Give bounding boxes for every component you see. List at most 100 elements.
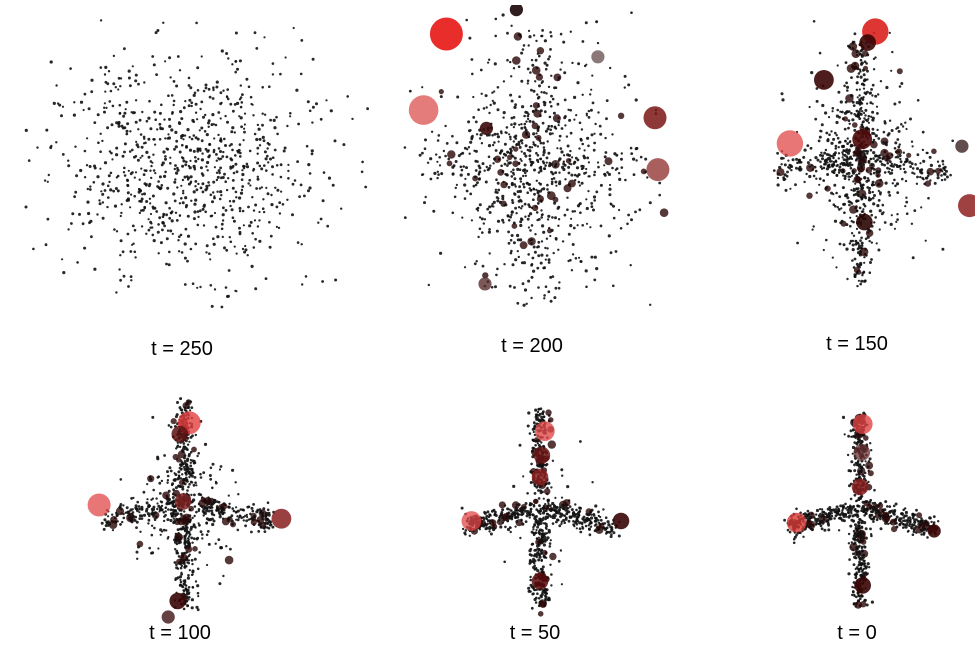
data-point — [136, 145, 140, 149]
data-point — [862, 73, 866, 77]
data-point — [196, 454, 199, 458]
data-point — [172, 80, 176, 83]
data-point — [830, 512, 834, 515]
data-point — [230, 208, 234, 212]
data-point — [203, 442, 208, 446]
data-point — [528, 562, 532, 565]
data-point — [531, 256, 535, 260]
data-point — [558, 506, 562, 509]
data-point — [546, 498, 550, 502]
data-point — [537, 536, 540, 539]
data-point — [464, 529, 468, 532]
data-point — [460, 168, 464, 172]
data-point — [190, 468, 193, 471]
data-point — [568, 158, 572, 162]
data-point — [819, 524, 823, 528]
data-point — [167, 535, 170, 539]
data-point — [247, 182, 250, 185]
data-point — [439, 95, 443, 99]
data-point — [421, 86, 424, 89]
data-point — [610, 528, 613, 531]
data-point — [361, 160, 364, 164]
data-point — [860, 83, 863, 86]
data-point — [549, 162, 553, 166]
data-point — [489, 532, 493, 536]
data-point — [147, 518, 151, 522]
data-point — [575, 166, 580, 170]
data-point — [182, 445, 185, 448]
data-point — [577, 180, 581, 184]
data-point — [244, 248, 248, 252]
data-point — [551, 516, 555, 520]
data-point — [535, 553, 539, 557]
data-point — [131, 111, 136, 115]
data-point — [167, 489, 171, 493]
highlight-point — [408, 95, 439, 125]
data-point — [268, 520, 272, 524]
data-point — [182, 592, 186, 595]
data-point — [184, 566, 187, 569]
data-point — [542, 187, 546, 191]
data-point — [839, 100, 843, 104]
data-point — [850, 188, 853, 192]
data-point — [865, 229, 874, 237]
data-point — [592, 148, 596, 152]
data-point — [534, 108, 538, 112]
data-point — [518, 33, 522, 37]
data-point — [573, 210, 577, 213]
data-point — [564, 124, 567, 127]
data-point — [245, 162, 249, 166]
data-point — [106, 82, 110, 86]
data-point — [538, 139, 542, 142]
data-point — [256, 177, 260, 181]
data-point — [590, 88, 593, 91]
data-point — [883, 221, 887, 224]
data-point — [540, 558, 543, 562]
data-point — [522, 185, 526, 189]
data-point — [540, 240, 544, 243]
data-point — [492, 205, 495, 208]
data-point — [185, 595, 189, 599]
data-point — [139, 133, 143, 136]
data-point — [221, 219, 225, 222]
data-point — [523, 114, 526, 118]
data-point — [635, 146, 639, 150]
data-point — [611, 530, 614, 533]
data-point — [79, 168, 83, 173]
data-point — [188, 569, 191, 572]
data-point — [533, 484, 537, 488]
data-point — [526, 492, 529, 495]
data-point — [862, 50, 869, 57]
data-point — [266, 526, 269, 529]
data-point — [810, 71, 814, 75]
data-point — [520, 159, 523, 162]
data-point — [863, 435, 869, 441]
data-point — [118, 506, 122, 509]
data-point — [876, 128, 879, 132]
data-point — [197, 215, 200, 219]
data-point — [524, 520, 528, 523]
data-point — [534, 567, 538, 570]
data-point — [536, 218, 539, 222]
data-point — [116, 189, 120, 193]
data-point — [853, 508, 857, 512]
data-point — [221, 213, 225, 217]
data-point — [205, 517, 209, 521]
data-point — [151, 415, 155, 419]
data-point — [177, 470, 181, 474]
data-point — [492, 200, 496, 204]
data-point — [251, 232, 254, 235]
data-point — [571, 156, 574, 159]
data-point — [588, 527, 591, 531]
data-point — [152, 513, 155, 517]
data-point — [544, 503, 547, 506]
data-point — [579, 530, 583, 534]
data-point — [211, 486, 214, 490]
data-point — [532, 528, 535, 531]
data-point — [515, 143, 518, 147]
data-point — [509, 215, 512, 219]
data-point — [837, 529, 841, 532]
data-point — [423, 147, 427, 150]
data-point — [844, 61, 848, 64]
data-point — [510, 509, 513, 512]
